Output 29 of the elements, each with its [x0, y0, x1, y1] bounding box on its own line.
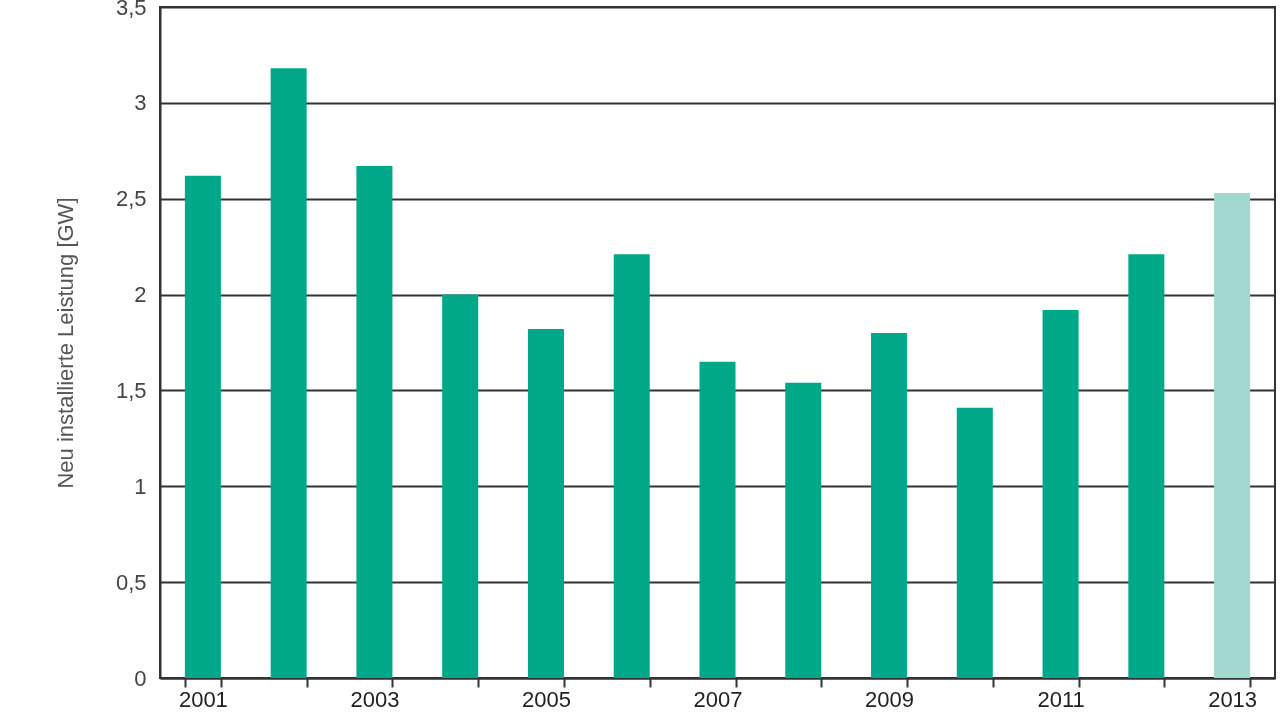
bar — [871, 332, 908, 678]
bar — [527, 329, 564, 678]
bar — [956, 407, 993, 678]
x-tick-label: 2001 — [178, 686, 228, 712]
y-tick-label: 3 — [134, 90, 147, 116]
bar — [613, 254, 650, 678]
bar — [1214, 192, 1251, 678]
bar — [184, 175, 221, 678]
x-tick-label: 2011 — [1037, 686, 1085, 712]
bar — [785, 382, 822, 678]
y-tick-label: 0,5 — [115, 569, 147, 595]
bar — [356, 166, 393, 678]
y-tick-label: 3,5 — [115, 0, 147, 20]
bar — [1128, 254, 1165, 678]
y-tick-label: 1 — [134, 473, 147, 499]
bar — [1042, 309, 1079, 678]
x-tick-label: 2005 — [521, 686, 571, 712]
y-tick-label: 2 — [134, 282, 147, 308]
x-tick-label: 2009 — [865, 686, 915, 712]
bar — [270, 68, 307, 678]
bar — [699, 361, 736, 678]
bar — [442, 294, 479, 678]
x-tick-label: 2007 — [693, 686, 743, 712]
y-tick-label: 1,5 — [115, 377, 147, 403]
y-tick-label: 0 — [134, 665, 147, 691]
y-tick-label: 2,5 — [115, 186, 147, 212]
y-axis-title: Neu installierte Leistung [GW] — [52, 197, 78, 489]
x-tick-label: 2003 — [350, 686, 400, 712]
x-tick-label: 2013 — [1208, 686, 1258, 712]
